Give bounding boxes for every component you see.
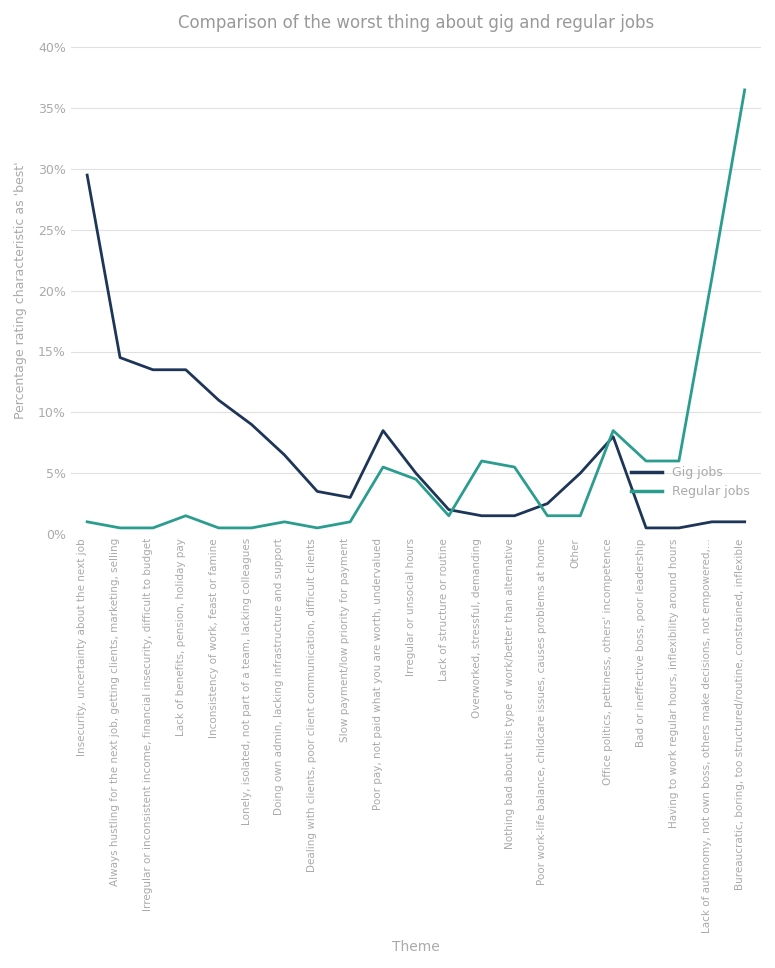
Regular jobs	[247, 522, 257, 533]
Gig jobs	[148, 364, 157, 376]
Gig jobs	[576, 468, 585, 479]
Regular jobs	[82, 516, 91, 528]
Regular jobs	[642, 455, 651, 467]
Regular jobs	[542, 510, 552, 522]
Gig jobs	[444, 504, 453, 516]
Regular jobs	[181, 510, 191, 522]
Gig jobs	[510, 510, 519, 522]
Legend: Gig jobs, Regular jobs: Gig jobs, Regular jobs	[626, 461, 755, 503]
Gig jobs	[115, 351, 125, 363]
Regular jobs	[312, 522, 322, 533]
Gig jobs	[477, 510, 487, 522]
Regular jobs	[740, 84, 749, 96]
Regular jobs	[412, 473, 421, 485]
Regular jobs	[477, 455, 487, 467]
Gig jobs	[312, 486, 322, 498]
Regular jobs	[280, 516, 289, 528]
Regular jobs	[148, 522, 157, 533]
Regular jobs	[608, 425, 618, 437]
Regular jobs	[214, 522, 223, 533]
Regular jobs	[115, 522, 125, 533]
Regular jobs	[346, 516, 355, 528]
Gig jobs	[247, 419, 257, 431]
Line: Gig jobs: Gig jobs	[87, 175, 745, 528]
Regular jobs	[707, 273, 716, 285]
Gig jobs	[412, 468, 421, 479]
Regular jobs	[378, 462, 388, 473]
X-axis label: Theme: Theme	[392, 940, 439, 954]
Gig jobs	[608, 431, 618, 442]
Gig jobs	[214, 394, 223, 406]
Title: Comparison of the worst thing about gig and regular jobs: Comparison of the worst thing about gig …	[177, 14, 654, 32]
Regular jobs	[576, 510, 585, 522]
Gig jobs	[181, 364, 191, 376]
Y-axis label: Percentage rating characteristic as 'best': Percentage rating characteristic as 'bes…	[14, 162, 27, 419]
Gig jobs	[707, 516, 716, 528]
Line: Regular jobs: Regular jobs	[87, 90, 745, 528]
Regular jobs	[444, 510, 453, 522]
Gig jobs	[674, 522, 684, 533]
Gig jobs	[346, 492, 355, 503]
Gig jobs	[642, 522, 651, 533]
Gig jobs	[378, 425, 388, 437]
Gig jobs	[740, 516, 749, 528]
Gig jobs	[542, 498, 552, 509]
Regular jobs	[674, 455, 684, 467]
Gig jobs	[280, 449, 289, 461]
Regular jobs	[510, 462, 519, 473]
Gig jobs	[82, 169, 91, 181]
